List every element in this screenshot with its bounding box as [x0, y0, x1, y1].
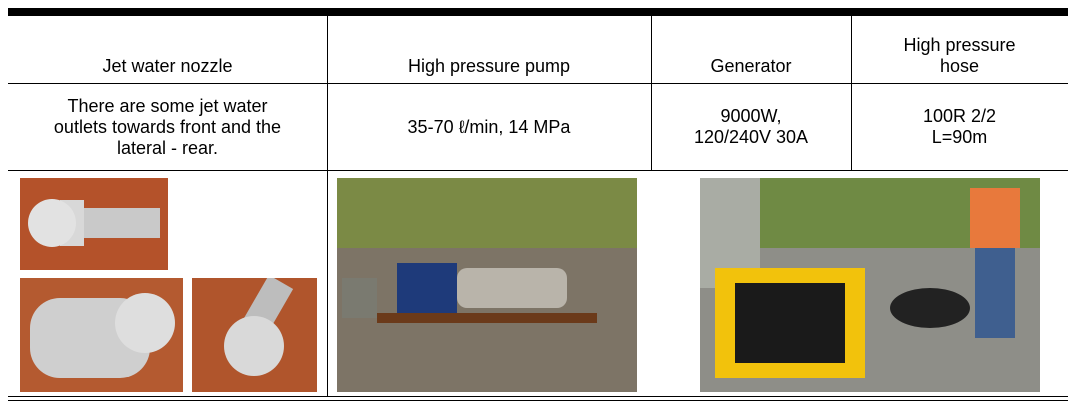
bottom-rule — [8, 400, 1068, 401]
header-text: High pressure — [903, 35, 1015, 56]
top-rule — [8, 8, 1068, 16]
header-text: hose — [940, 56, 979, 77]
body-cell: 9000W, 120/240V 30A — [651, 84, 851, 170]
body-cell: 100R 2/2 L=90m — [851, 84, 1068, 170]
body-cell: 35-70 ℓ/min, 14 MPa — [327, 84, 651, 170]
generator-photo — [700, 178, 1040, 392]
cell-text: 9000W, — [720, 106, 781, 127]
header-cell: High pressure hose — [851, 16, 1068, 83]
header-text: Generator — [710, 56, 791, 77]
cell-text: There are some jet water — [67, 96, 267, 117]
cell-text: lateral - rear. — [117, 138, 218, 159]
cell-text: 100R 2/2 — [923, 106, 996, 127]
header-text: Jet water nozzle — [102, 56, 232, 77]
cell-text: 120/240V 30A — [694, 127, 808, 148]
cell-text: 35-70 ℓ/min, 14 MPa — [408, 117, 571, 138]
row-rule — [8, 170, 1068, 171]
body-cell: There are some jet water outlets towards… — [8, 84, 327, 170]
header-text: High pressure pump — [408, 56, 570, 77]
cell-text: outlets towards front and the — [54, 117, 281, 138]
nozzle-photo — [20, 278, 183, 392]
pump-photo — [337, 178, 637, 392]
page: Jet water nozzle High pressure pump Gene… — [0, 0, 1076, 403]
header-cell: Jet water nozzle — [8, 16, 327, 83]
bottom-rule — [8, 396, 1068, 397]
header-cell: High pressure pump — [327, 16, 651, 83]
header-cell: Generator — [651, 16, 851, 83]
nozzle-photo — [192, 278, 317, 392]
cell-text: L=90m — [932, 127, 988, 148]
nozzle-photo — [20, 178, 168, 270]
